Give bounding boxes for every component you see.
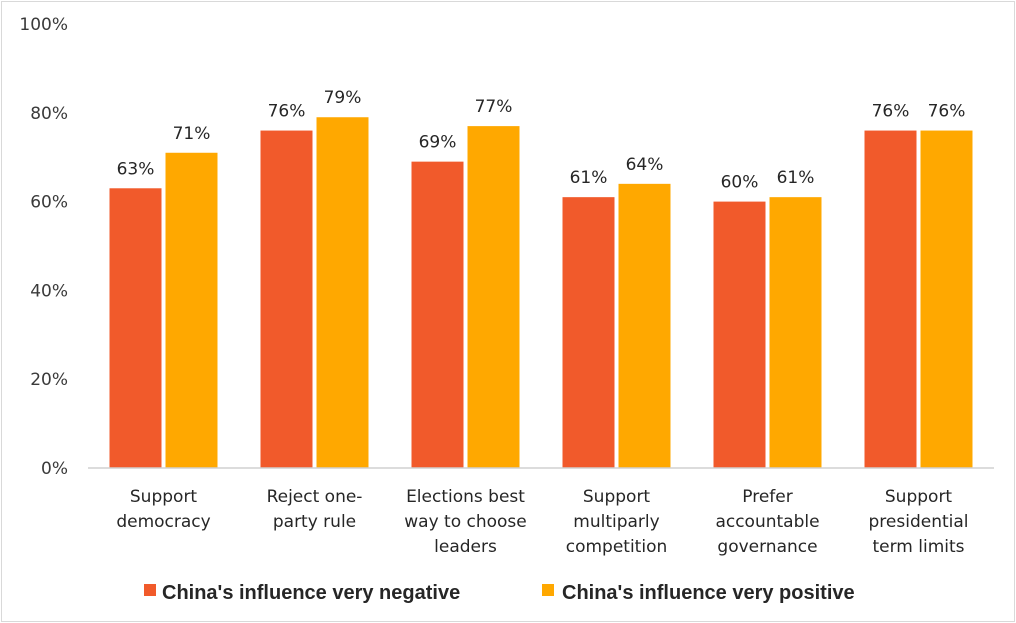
bar <box>165 152 218 468</box>
data-label: 76% <box>872 102 910 122</box>
data-label: 79% <box>324 88 362 108</box>
bars <box>109 117 973 469</box>
data-label: 76% <box>928 102 966 122</box>
category-label-line: party rule <box>273 512 356 532</box>
y-tick-label: 80% <box>30 104 68 124</box>
bar <box>316 117 369 469</box>
data-label: 64% <box>626 155 664 175</box>
y-tick-label: 40% <box>30 281 68 301</box>
data-label: 63% <box>117 159 155 179</box>
category-label-line: leaders <box>434 537 497 557</box>
legend-swatch <box>144 584 156 596</box>
category-label-line: multiparly <box>573 512 659 532</box>
category-label-line: Support <box>130 487 198 507</box>
category-label-line: term limits <box>872 537 964 557</box>
legend: China's influence very negative China's i… <box>144 582 855 604</box>
y-tick-label: 100% <box>19 15 68 35</box>
category-label: Elections best way to choose leaders <box>404 487 527 557</box>
data-label: 71% <box>173 124 211 144</box>
data-label: 77% <box>475 97 513 117</box>
category-label-line: Prefer <box>742 487 792 507</box>
bar <box>769 197 822 468</box>
legend-label: China's influence very negative <box>162 582 460 604</box>
category-label: Support presidential term limits <box>869 487 969 557</box>
data-label: 61% <box>777 168 815 188</box>
bar <box>618 183 671 468</box>
y-tick-label: 20% <box>30 370 68 390</box>
category-label-line: accountable <box>715 512 819 532</box>
data-labels: 63% 71% 76% 79% 69% 77% 61% 64% 60% 61% 76% 76% <box>117 88 966 192</box>
data-label: 69% <box>419 133 457 153</box>
bar <box>864 130 917 468</box>
category-label: Prefer accountable governance <box>715 487 819 557</box>
bar <box>109 188 162 468</box>
bar <box>713 201 766 468</box>
category-label-line: Elections best <box>406 487 525 507</box>
category-label: Support multiparly competition <box>566 487 668 557</box>
category-label: Reject one-party rule <box>267 487 363 532</box>
legend-swatch <box>542 584 554 596</box>
category-label-line: Support <box>583 487 651 507</box>
y-tick-label: 60% <box>30 193 68 213</box>
category-label-line: Support <box>885 487 953 507</box>
data-label: 60% <box>721 173 759 193</box>
category-label: Support democracy <box>116 487 210 532</box>
category-label-line: presidential <box>869 512 969 532</box>
legend-label: China's influence very positive <box>562 582 855 604</box>
data-label: 61% <box>570 168 608 188</box>
bar <box>260 130 313 468</box>
category-labels: Support democracy Reject one-party rule Ele… <box>116 487 968 557</box>
category-label-line: competition <box>566 537 668 557</box>
category-label-line: way to choose <box>404 512 527 532</box>
y-axis: 0% 20% 40% 60% 80% 100% <box>19 15 68 479</box>
bar <box>562 197 615 468</box>
bar <box>920 130 973 468</box>
bar <box>411 161 464 468</box>
y-tick-label: 0% <box>41 459 68 479</box>
bar <box>467 126 520 469</box>
category-label-line: democracy <box>116 512 210 532</box>
category-label-line: Reject one- <box>267 487 363 507</box>
data-label: 76% <box>268 102 306 122</box>
category-label-line: governance <box>717 537 817 557</box>
